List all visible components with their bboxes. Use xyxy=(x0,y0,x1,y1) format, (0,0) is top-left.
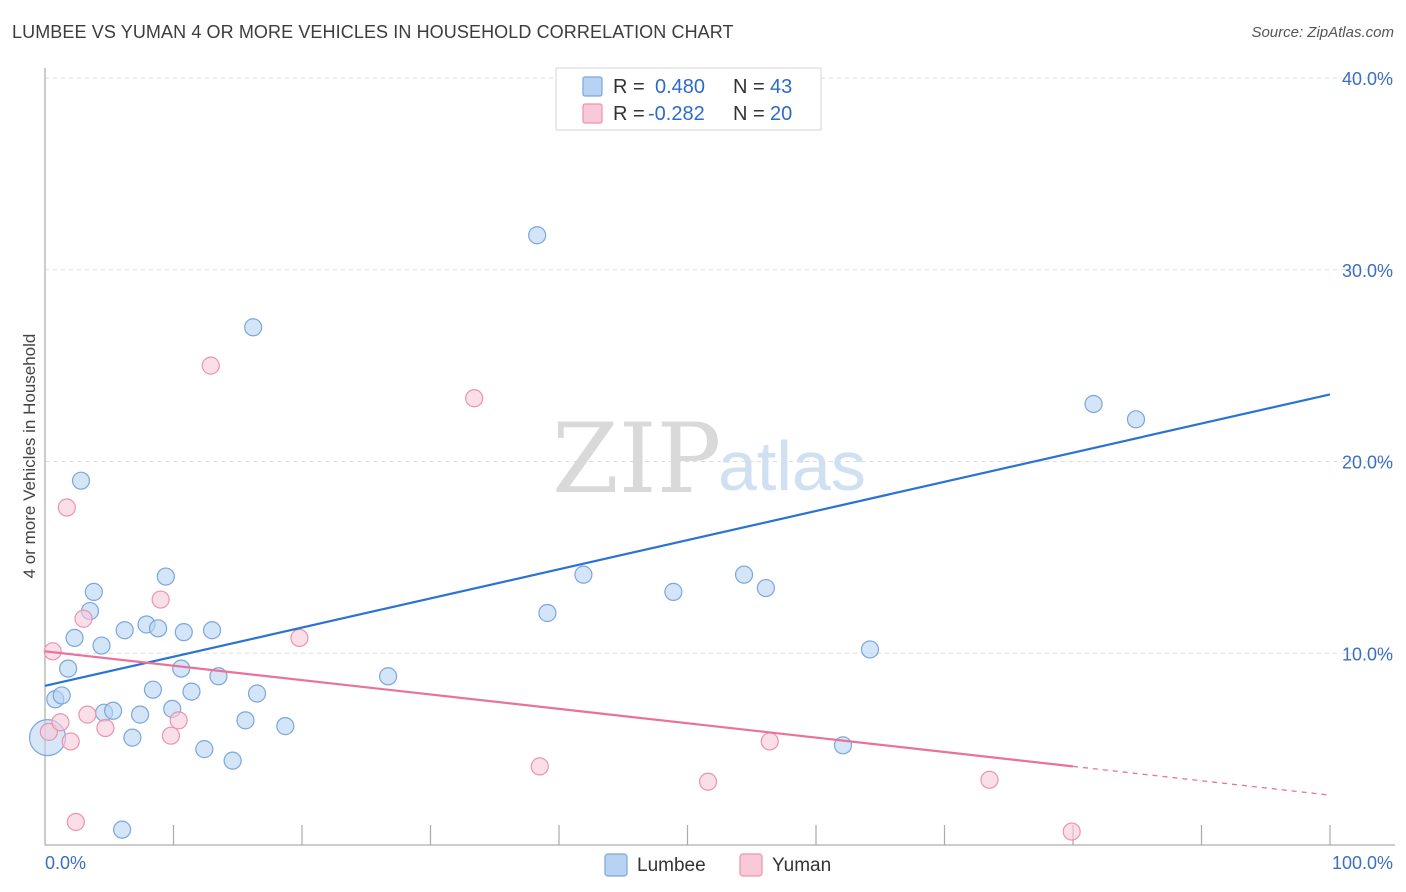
legend-n-label-yuman: N = xyxy=(733,103,765,125)
watermark-atlas: atlas xyxy=(718,427,866,505)
trend-line-yuman xyxy=(44,650,1074,768)
data-point-lumbee xyxy=(378,667,398,686)
x-tick-label: 0.0% xyxy=(45,853,86,873)
data-point-lumbee xyxy=(123,728,142,747)
y-axis-label: 4 or more Vehicles in Household xyxy=(20,334,39,579)
data-point-yuman xyxy=(74,609,93,628)
data-point-yuman xyxy=(760,732,779,751)
data-point-yuman xyxy=(61,732,80,751)
data-point-lumbee xyxy=(59,659,78,678)
data-point-yuman xyxy=(51,713,70,732)
data-point-yuman xyxy=(57,498,76,517)
data-point-yuman xyxy=(169,711,188,730)
data-point-yuman xyxy=(201,356,220,375)
data-point-lumbee xyxy=(528,226,547,245)
data-point-yuman xyxy=(465,389,484,408)
data-point-lumbee xyxy=(1126,410,1146,429)
data-point-lumbee xyxy=(130,705,150,724)
watermark-zip: ZIP xyxy=(552,403,721,515)
data-point-yuman xyxy=(66,812,85,832)
data-point-lumbee xyxy=(538,603,557,623)
data-point-lumbee xyxy=(71,471,91,490)
data-point-lumbee xyxy=(244,318,263,337)
series-legend-label-yuman: Yuman xyxy=(772,855,831,876)
data-point-lumbee xyxy=(172,659,191,678)
data-point-yuman xyxy=(980,770,999,789)
data-point-lumbee xyxy=(182,682,201,701)
data-point-lumbee xyxy=(148,619,168,638)
data-point-lumbee xyxy=(92,636,111,655)
data-point-lumbee xyxy=(756,578,775,598)
legend-r-label-yuman: R = xyxy=(613,103,645,125)
data-point-lumbee xyxy=(174,623,193,642)
trend-lines xyxy=(44,393,1331,796)
data-point-lumbee xyxy=(156,567,175,586)
series-yuman xyxy=(39,356,1081,841)
y-tick-label: 40.0% xyxy=(1342,69,1393,89)
data-point-yuman xyxy=(1062,822,1081,841)
data-point-yuman xyxy=(151,590,170,609)
source-note: Source: ZipAtlas.com xyxy=(1251,24,1394,41)
series-legend: Lumbee Yuman xyxy=(604,853,831,877)
data-point-lumbee xyxy=(104,701,123,720)
data-point-lumbee xyxy=(112,820,132,839)
data-point-lumbee xyxy=(276,717,295,736)
legend-n-value-yuman: 20 xyxy=(770,103,792,125)
axes xyxy=(44,68,1395,846)
data-point-lumbee xyxy=(664,582,683,601)
chart-title: LUMBEE VS YUMAN 4 OR MORE VEHICLES IN HO… xyxy=(12,22,734,42)
data-point-lumbee xyxy=(247,684,267,703)
series-legend-swatch-yuman xyxy=(739,853,763,877)
grid-lines xyxy=(45,77,1395,654)
legend-r-value-lumbee: 0.480 xyxy=(655,76,705,98)
data-point-lumbee xyxy=(223,751,242,770)
data-point-yuman xyxy=(96,718,115,738)
data-point-lumbee xyxy=(574,565,593,584)
data-point-lumbee xyxy=(1084,394,1103,414)
watermark: ZIP atlas xyxy=(552,403,866,515)
legend-r-label-lumbee: R = xyxy=(613,76,645,98)
data-point-yuman xyxy=(698,772,718,791)
series-legend-label-lumbee: Lumbee xyxy=(637,855,706,876)
legend-r-value-yuman: -0.282 xyxy=(648,103,705,125)
data-point-lumbee xyxy=(143,680,163,699)
data-point-yuman xyxy=(530,757,549,776)
data-point-yuman xyxy=(78,705,97,724)
data-point-lumbee xyxy=(84,582,103,601)
y-tick-label: 20.0% xyxy=(1342,453,1393,473)
y-tick-label: 30.0% xyxy=(1342,261,1393,281)
x-tick-label: 100.0% xyxy=(1332,853,1393,873)
data-point-lumbee xyxy=(65,628,84,648)
data-point-lumbee xyxy=(115,621,134,640)
x-tick-labels: 0.0% 100.0% xyxy=(45,853,1393,873)
y-tick-labels: 10.0% 20.0% 30.0% 40.0% xyxy=(1342,69,1393,664)
data-point-lumbee xyxy=(52,686,71,705)
data-point-lumbee xyxy=(236,711,255,730)
data-point-yuman xyxy=(290,628,309,648)
data-point-lumbee xyxy=(195,740,214,759)
trend-line-lumbee xyxy=(44,393,1331,687)
stats-legend: R = 0.480 N = 43 R = -0.282 N = 20 xyxy=(555,67,822,131)
data-point-lumbee xyxy=(734,565,754,584)
data-point-yuman xyxy=(161,726,181,745)
legend-swatch-lumbee xyxy=(582,76,603,97)
legend-n-value-lumbee: 43 xyxy=(770,76,792,98)
data-point-lumbee xyxy=(860,640,880,659)
legend-n-label-lumbee: N = xyxy=(733,76,765,98)
trend-line-yuman-extension xyxy=(1072,765,1331,796)
legend-swatch-yuman xyxy=(582,103,603,124)
y-tick-label: 10.0% xyxy=(1342,644,1393,664)
data-point-lumbee xyxy=(202,621,222,640)
series-legend-swatch-lumbee xyxy=(604,853,628,877)
